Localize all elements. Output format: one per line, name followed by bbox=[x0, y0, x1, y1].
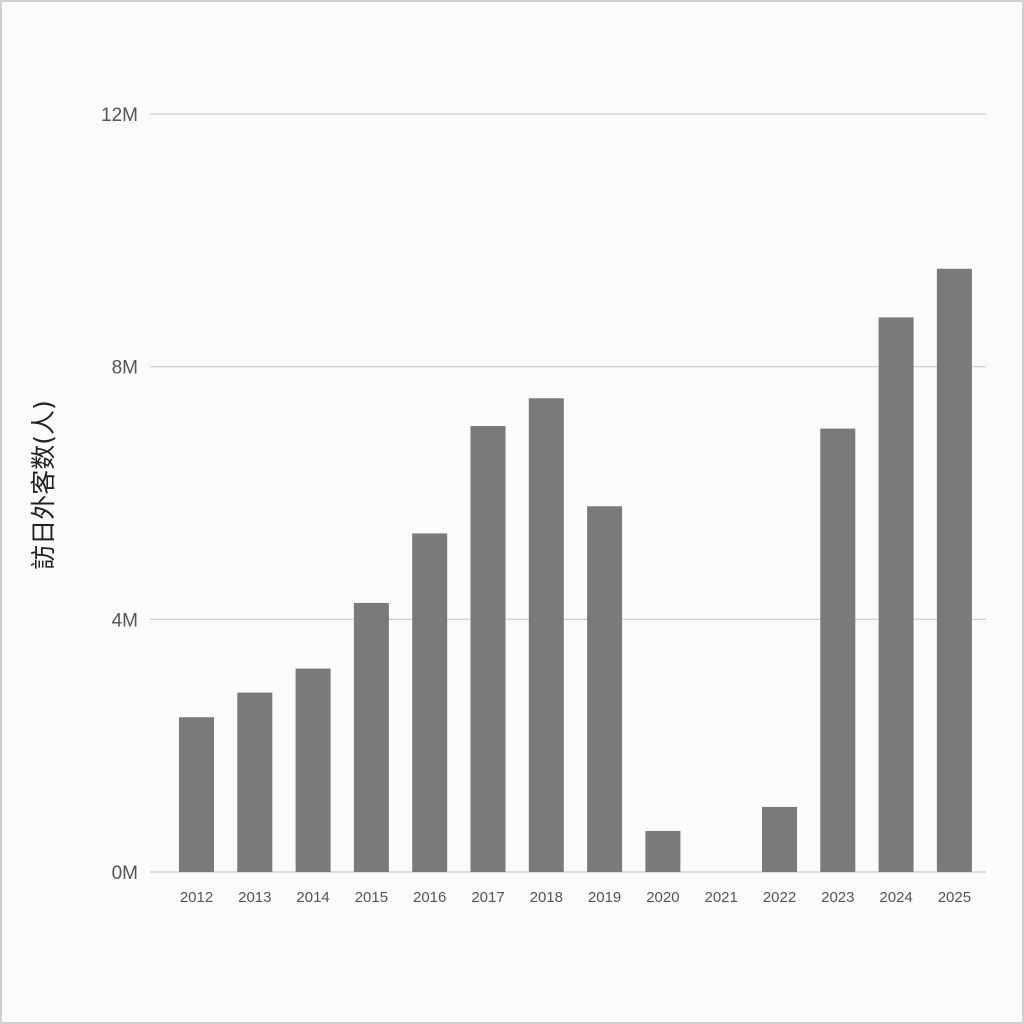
x-tick-label-2017: 2017 bbox=[471, 889, 504, 906]
y-axis-title: 訪日外客数(人) bbox=[29, 400, 58, 570]
bar-2022 bbox=[762, 806, 797, 872]
y-tick-labels: 0M 4M 8M 12M bbox=[101, 105, 138, 884]
x-tick-label-2014: 2014 bbox=[296, 889, 329, 906]
bar-2018 bbox=[528, 398, 564, 872]
x-tick-labels: 2012 2013 2014 2015 2016 2017 2018 2019 2020 2021… bbox=[180, 889, 971, 906]
x-tick-label-2019: 2019 bbox=[588, 889, 621, 906]
bar-2016 bbox=[412, 533, 448, 872]
bar-2023 bbox=[820, 428, 856, 872]
x-tick-label-2020: 2020 bbox=[646, 889, 679, 906]
bar-2015 bbox=[353, 602, 389, 872]
x-tick-label-2016: 2016 bbox=[413, 889, 446, 906]
grid-lines bbox=[150, 113, 986, 873]
x-tick-label-2021: 2021 bbox=[705, 889, 738, 906]
bar-2024 bbox=[878, 317, 914, 872]
bar-2017 bbox=[470, 426, 506, 872]
x-tick-label-2015: 2015 bbox=[355, 889, 388, 906]
bar-2013 bbox=[237, 692, 273, 872]
bar-2012 bbox=[179, 717, 214, 872]
bar-2020 bbox=[645, 830, 681, 872]
x-tick-label-2024: 2024 bbox=[879, 889, 912, 906]
x-tick-label-2025: 2025 bbox=[938, 889, 971, 906]
x-tick-label-2013: 2013 bbox=[238, 889, 271, 906]
y-tick-label: 0M bbox=[112, 863, 138, 884]
x-tick-label-2022: 2022 bbox=[763, 889, 796, 906]
y-tick-label: 8M bbox=[112, 358, 138, 379]
y-tick-label: 12M bbox=[101, 105, 138, 126]
bars bbox=[179, 268, 972, 873]
x-tick-label-2018: 2018 bbox=[530, 889, 563, 906]
bar-2019 bbox=[587, 506, 623, 872]
bar-2025 bbox=[936, 268, 972, 873]
x-tick-label-2023: 2023 bbox=[821, 889, 854, 906]
bar-2014 bbox=[295, 668, 331, 872]
x-tick-label-2012: 2012 bbox=[180, 889, 213, 906]
y-tick-label: 4M bbox=[112, 610, 138, 631]
